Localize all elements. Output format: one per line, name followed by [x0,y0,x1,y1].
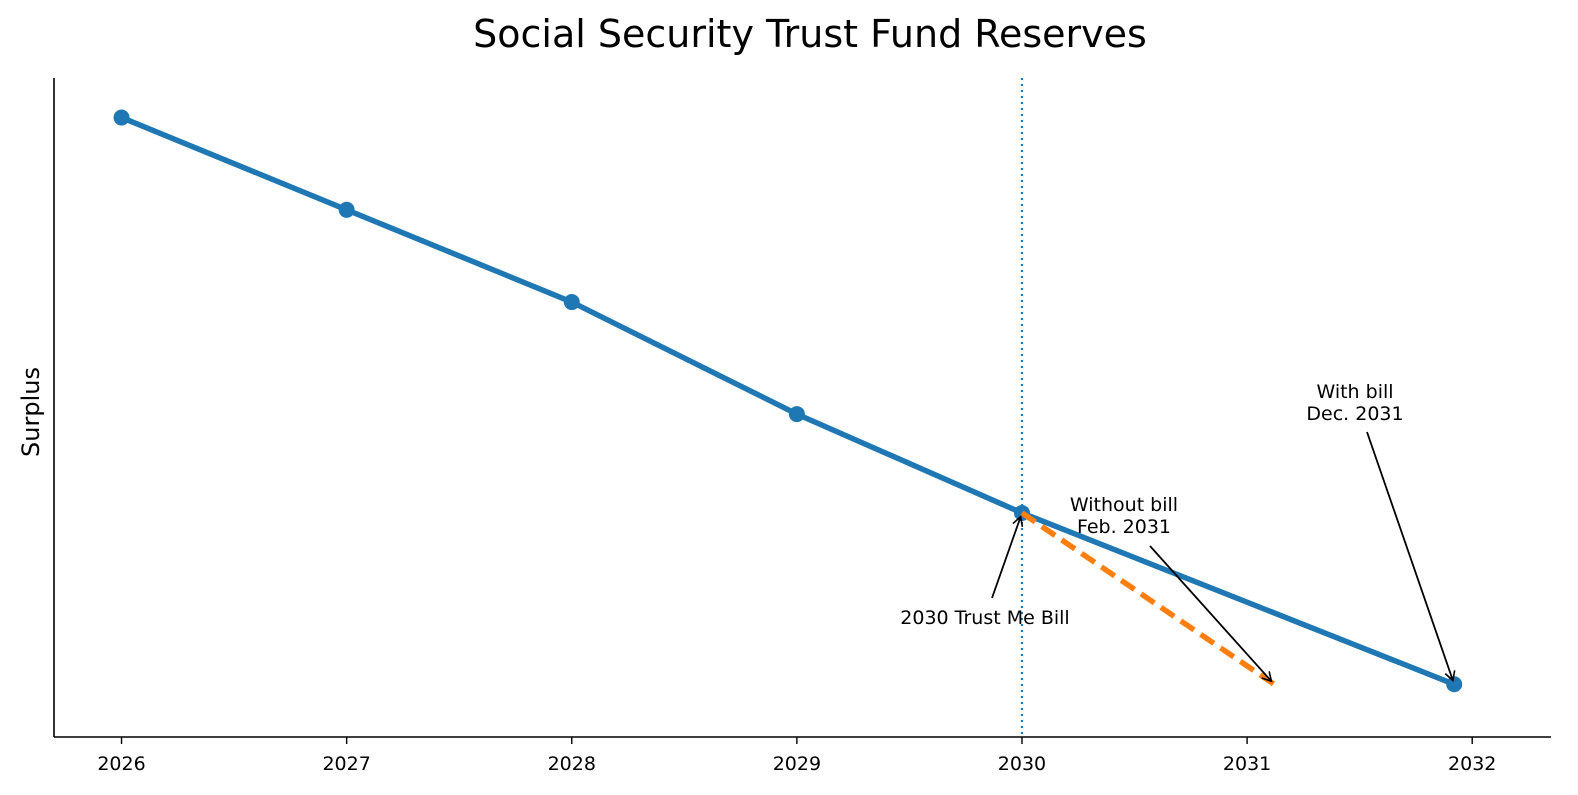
series-line-0 [120,114,1456,687]
annotation-arrow [1366,431,1456,683]
x-tick-label: 2029 [773,753,821,775]
x-tick-label: 2032 [1448,753,1496,775]
x-tick-label: 2028 [548,753,596,775]
annotation-arrow [991,515,1024,599]
data-point [563,294,580,311]
x-tick-label: 2030 [998,753,1046,775]
plot-area: 2026 2027 2028 2029 2030 2031 2032 2030 Trust M… [97,78,1496,775]
chart-title: Social Security Trust Fund Reserves [473,12,1147,56]
annotation-text: Dec. 2031 [1306,403,1403,425]
y-axis-label: Surplus [17,367,45,457]
annotation-text: Feb. 2031 [1077,516,1171,538]
data-point [1446,676,1463,693]
series-line-1 [1020,510,1276,687]
annotation-text: 2030 Trust Me Bill [900,607,1069,629]
annotation-arrow [1149,545,1273,683]
data-point [338,201,355,218]
x-tick-label: 2026 [97,753,145,775]
data-point [113,109,130,126]
x-tick-label: 2027 [322,753,370,775]
x-tick-label: 2031 [1223,753,1271,775]
annotation-text: With bill [1316,381,1393,403]
data-point [788,406,805,423]
annotation-text: Without bill [1070,494,1178,516]
